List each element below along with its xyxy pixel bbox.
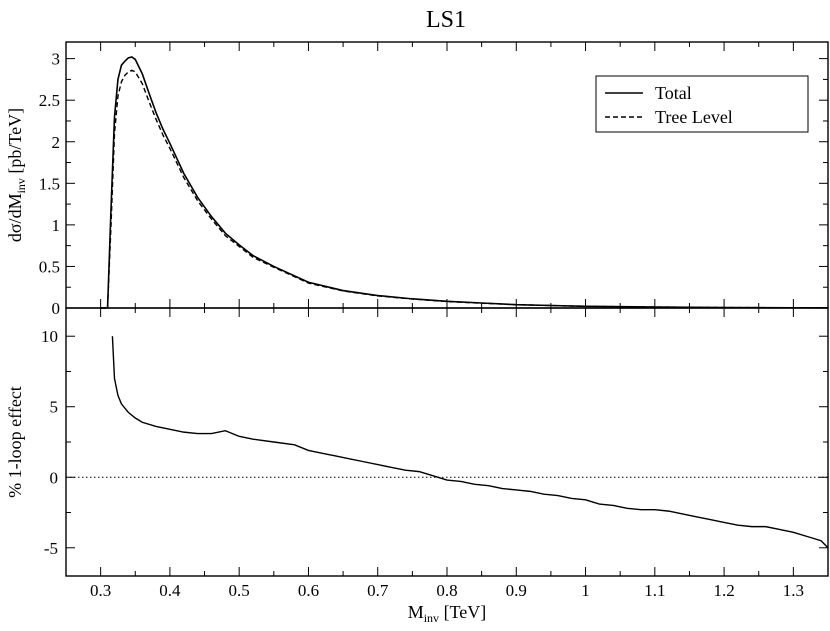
top-axis-ticks bbox=[65, 42, 829, 309]
bottom-y-tick-labels: -5 0 5 10 bbox=[41, 327, 58, 558]
top-y-axis-title: dσ/dMinv [pb/TeV] bbox=[5, 108, 28, 242]
chart-title: LS1 bbox=[426, 7, 466, 33]
x-tick-label: 0.8 bbox=[436, 581, 457, 600]
bottom-y-tick-label: -5 bbox=[44, 539, 58, 558]
x-tick-labels: 0.3 0.4 0.5 0.6 0.7 0.8 0.9 1 1.1 1.2 1.3 bbox=[90, 581, 804, 600]
series-line-1-loop-effect bbox=[111, 336, 829, 549]
x-tick-label: 0.9 bbox=[506, 581, 527, 600]
legend: Total Tree Level bbox=[595, 75, 809, 133]
series-line-tree-level bbox=[100, 69, 829, 309]
x-tick-label: 0.6 bbox=[298, 581, 319, 600]
bottom-y-tick-label: 10 bbox=[41, 327, 58, 346]
x-tick-label: 1.2 bbox=[713, 581, 734, 600]
x-tick-label: 0.4 bbox=[159, 581, 181, 600]
x-tick-label: 1 bbox=[581, 581, 590, 600]
top-y-tick-labels: 0 0.5 1 1.5 2 2.5 3 bbox=[39, 50, 60, 318]
bottom-y-axis-title: % 1-loop effect bbox=[5, 386, 25, 498]
series-line-total bbox=[100, 56, 829, 309]
top-y-tick-label: 1.5 bbox=[39, 174, 60, 193]
bottom-axis-ticks bbox=[65, 308, 829, 576]
x-tick-label: 0.3 bbox=[90, 581, 111, 600]
top-y-tick-label: 0.5 bbox=[39, 257, 60, 276]
top-y-tick-label: 0 bbox=[52, 299, 61, 318]
top-y-tick-label: 2.5 bbox=[39, 91, 60, 110]
top-y-tick-label: 3 bbox=[52, 50, 61, 69]
bottom-panel-frame bbox=[65, 307, 829, 577]
x-tick-label: 0.7 bbox=[367, 581, 389, 600]
top-y-tick-label: 2 bbox=[52, 133, 61, 152]
x-tick-label: 1.1 bbox=[644, 581, 665, 600]
x-tick-label: 1.3 bbox=[783, 581, 804, 600]
bottom-y-tick-label: 0 bbox=[50, 468, 59, 487]
legend-box bbox=[595, 75, 809, 133]
legend-label-total: Total bbox=[655, 83, 692, 103]
x-tick-label: 0.5 bbox=[229, 581, 250, 600]
legend-label-tree-level: Tree Level bbox=[655, 107, 733, 127]
bottom-y-tick-label: 5 bbox=[50, 398, 59, 417]
x-axis-title: Minv [TeV] bbox=[408, 602, 487, 625]
top-y-tick-label: 1 bbox=[52, 216, 61, 235]
